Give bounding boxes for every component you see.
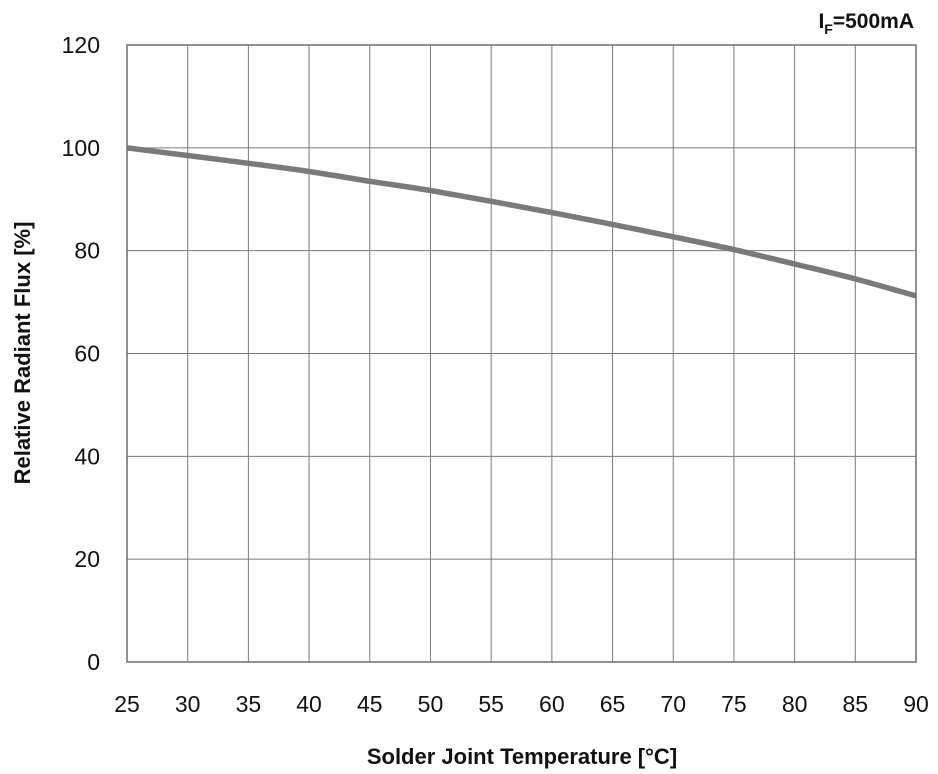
condition-subscript: F [824,21,833,37]
x-tick-label: 50 [418,691,444,717]
x-tick-label: 60 [539,691,565,717]
plot-frame [126,44,917,663]
condition-label: IF=500mA [818,10,914,37]
y-tick-label: 60 [74,341,100,367]
x-tick-labels: 25 30 35 40 45 50 55 60 65 70 75 80 85 90 [114,691,929,717]
x-tick-label: 55 [478,691,504,717]
x-axis-title: Solder Joint Temperature [°C] [367,744,677,769]
y-axis-title: Relative Radiant Flux [%] [10,222,35,485]
y-tick-label: 20 [74,546,100,572]
x-tick-label: 70 [660,691,686,717]
y-tick-labels: 0 20 40 60 80 100 120 [62,32,100,675]
x-tick-label: 25 [114,691,140,717]
x-tick-label: 30 [175,691,201,717]
x-tick-label: 80 [782,691,808,717]
x-tick-label: 45 [357,691,383,717]
condition-symbol: I [818,10,824,33]
x-tick-label: 85 [843,691,869,717]
series-group [126,145,917,299]
y-tick-label: 40 [74,443,100,469]
x-tick-label: 65 [600,691,626,717]
series-line [126,145,917,299]
x-tick-label: 90 [903,691,929,717]
x-tick-label: 40 [296,691,322,717]
y-tick-label: 0 [87,649,100,675]
y-tick-label: 100 [62,135,100,161]
y-tick-label: 120 [62,32,100,58]
x-tick-label: 35 [236,691,262,717]
condition-value: =500mA [833,10,914,33]
y-tick-label: 80 [74,238,100,264]
x-tick-label: 75 [721,691,747,717]
